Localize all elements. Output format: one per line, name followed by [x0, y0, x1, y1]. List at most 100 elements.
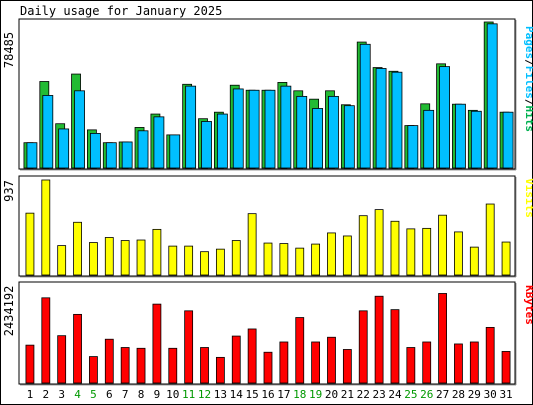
visits-bar	[469, 246, 479, 276]
x-tick-label: 31	[499, 388, 512, 401]
visits-bar	[200, 251, 209, 276]
kbytes-bar	[200, 347, 209, 384]
visits-bar	[374, 209, 384, 276]
kbytes-bar	[57, 335, 67, 384]
files-bar	[169, 134, 181, 169]
files-bar	[248, 89, 260, 169]
files-bar	[42, 95, 54, 169]
legend-segment: /	[523, 99, 533, 106]
kbytes-bar	[231, 335, 241, 384]
kbytes-bar	[89, 356, 98, 384]
panel-hits-legend: Pages/Files/Hits	[523, 26, 533, 132]
files-bar	[185, 85, 197, 169]
x-tick-label: 3	[58, 388, 65, 401]
kbytes-bar	[406, 347, 416, 384]
files-bar	[201, 121, 212, 169]
kbytes-bar	[263, 351, 273, 384]
visits-bar	[120, 240, 130, 276]
visits-bar	[485, 203, 495, 276]
visits-bar	[342, 235, 352, 276]
files-bar	[343, 105, 355, 169]
x-tick-label: 2	[42, 388, 49, 401]
x-tick-label: 5	[90, 388, 97, 401]
x-tick-label: 8	[138, 388, 145, 401]
chart-title: Daily usage for January 2025	[20, 4, 222, 18]
files-bar	[58, 128, 70, 169]
kbytes-bar	[247, 328, 257, 384]
legend-segment: Files	[523, 66, 533, 99]
visits-bar	[422, 227, 432, 276]
kbytes-bar	[120, 347, 130, 384]
visits-bar	[136, 239, 146, 276]
x-tick-label: 10	[166, 388, 179, 401]
files-bar	[153, 116, 165, 169]
x-tick-label: 19	[309, 388, 322, 401]
visits-bar	[168, 245, 178, 276]
x-tick-label: 13	[214, 388, 227, 401]
kbytes-bar	[41, 297, 51, 384]
x-tick-label: 18	[293, 388, 306, 401]
visits-bar	[89, 242, 98, 276]
files-bar	[121, 141, 133, 169]
visits-bar	[263, 242, 273, 276]
kbytes-bar	[136, 347, 146, 384]
x-tick-label: 28	[452, 388, 465, 401]
files-bar	[359, 43, 371, 169]
kbytes-bar	[342, 349, 352, 384]
files-bar	[391, 71, 403, 169]
panel-visits-ymax-label: 937	[2, 180, 16, 202]
files-bar	[105, 142, 117, 169]
files-bar	[502, 111, 514, 169]
x-tick-label: 4	[74, 388, 81, 401]
visits-bar	[57, 245, 67, 276]
kbytes-bar	[327, 336, 336, 384]
kbytes-bar	[374, 295, 384, 384]
visits-bar	[104, 237, 114, 276]
visits-bar	[25, 212, 35, 276]
files-bar	[486, 23, 498, 169]
visits-bar	[152, 228, 162, 276]
x-tick-label: 6	[106, 388, 113, 401]
kbytes-bar	[184, 310, 194, 384]
files-bar	[312, 108, 324, 169]
files-bar	[280, 85, 292, 169]
visits-bar	[406, 228, 416, 276]
files-bar	[439, 66, 450, 169]
visits-bar	[295, 247, 305, 276]
panel-kbytes-ymax-label: 2434192	[2, 286, 16, 337]
kbytes-bar	[215, 356, 225, 384]
x-tick-label: 26	[420, 388, 433, 401]
files-bar	[232, 88, 244, 169]
files-bar	[74, 90, 85, 169]
visits-bar	[390, 220, 400, 276]
visits-bar	[215, 248, 225, 276]
panel-hits-ymax-label: 78485	[2, 32, 16, 68]
files-bar	[423, 109, 435, 169]
panel-kbytes-legend: KBytes	[523, 285, 533, 325]
visits-bar	[501, 241, 511, 276]
panel-visits-legend: Visits	[523, 178, 533, 218]
x-tick-label: 15	[246, 388, 259, 401]
kbytes-bar	[469, 341, 479, 384]
x-tick-label: 21	[341, 388, 354, 401]
kbytes-bar	[422, 341, 432, 384]
kbytes-bar	[454, 343, 463, 384]
files-bar	[216, 113, 228, 169]
visits-bar	[247, 213, 257, 276]
legend-segment: Pages	[523, 26, 533, 59]
kbytes-bar	[104, 338, 114, 384]
visits-bar	[438, 214, 447, 276]
x-tick-label: 9	[154, 388, 161, 401]
files-bar	[375, 68, 387, 169]
kbytes-bar	[485, 326, 495, 384]
kbytes-bar	[438, 293, 447, 384]
kbytes-bar	[73, 313, 82, 384]
kbytes-bar	[168, 347, 178, 384]
legend-segment: Hits	[523, 106, 533, 133]
visits-bar	[327, 232, 336, 276]
x-tick-label: 17	[277, 388, 290, 401]
kbytes-bar	[390, 309, 400, 384]
x-tick-label: 27	[436, 388, 449, 401]
kbytes-bar	[311, 341, 321, 384]
